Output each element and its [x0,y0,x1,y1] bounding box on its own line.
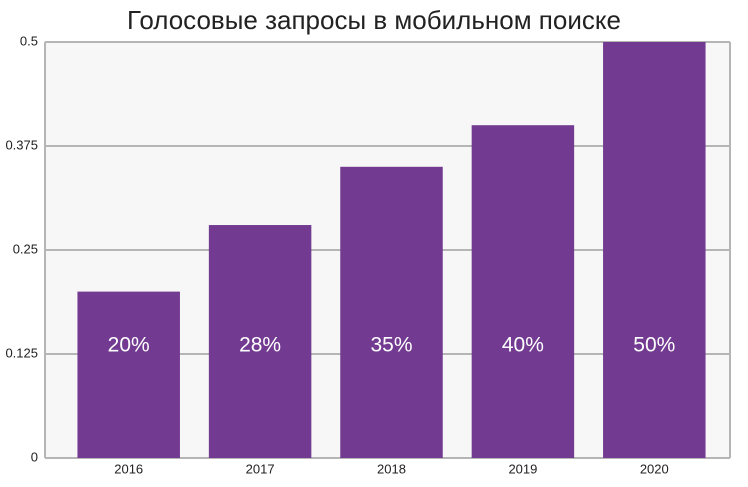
bar [208,225,312,458]
y-tick-label: 0.25 [13,241,38,256]
y-tick-label: 0.5 [20,33,38,48]
x-tick-label: 2018 [377,461,406,476]
chart-title: Голосовые запросы в мобильном поиске [127,5,621,35]
y-tick-label: 0.125 [5,345,38,360]
value-label: 40% [502,334,544,357]
x-tick-label: 2020 [640,461,669,476]
x-tick-label: 2019 [508,461,537,476]
x-tick-label: 2016 [114,461,143,476]
bar [340,166,443,459]
value-label: 35% [370,334,412,357]
y-tick-label: 0 [31,449,38,464]
x-tick-label: 2017 [246,461,275,476]
bar [603,42,706,458]
y-tick-label: 0.375 [5,137,38,152]
bar [77,291,180,458]
value-label: 20% [108,334,150,357]
value-label: 50% [633,334,675,357]
value-label: 28% [239,334,281,357]
bar [471,125,575,458]
